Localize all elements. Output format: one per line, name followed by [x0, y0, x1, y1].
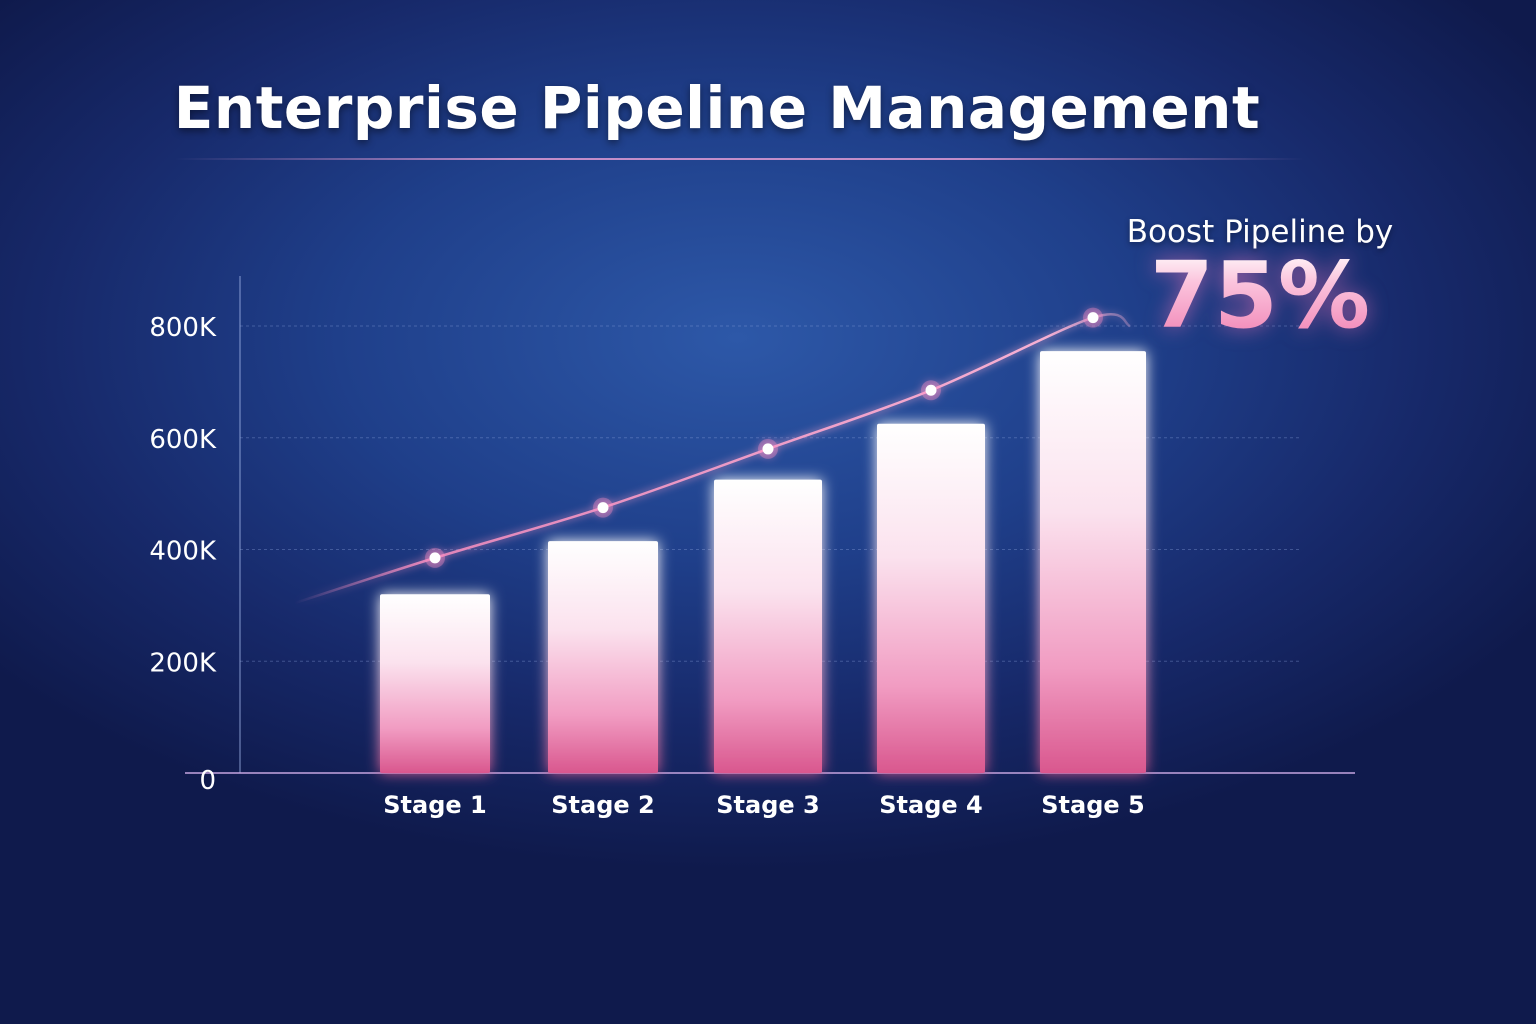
- trend-point: [925, 384, 937, 396]
- y-tick-label: 800K: [149, 313, 217, 343]
- trend-point: [1087, 312, 1099, 324]
- trend-line-group: [294, 307, 1131, 605]
- x-tick-labels: Stage 1 Stage 2 Stage 3 Stage 4 Stage 5: [383, 791, 1144, 819]
- bars: [380, 351, 1146, 773]
- callout-label: Boost Pipeline by: [1126, 214, 1394, 250]
- y-tick-labels: 0 200K 400K 600K 800K: [149, 313, 217, 796]
- trend-point: [429, 552, 441, 564]
- x-tick-label: Stage 3: [716, 791, 819, 819]
- x-tick-label: Stage 4: [879, 791, 982, 819]
- x-tick-label: Stage 1: [383, 791, 486, 819]
- bar-5: [1040, 351, 1146, 773]
- x-tick-label: Stage 5: [1041, 791, 1144, 819]
- trend-point: [762, 443, 774, 455]
- y-tick-label: 200K: [149, 648, 217, 678]
- bar-3: [714, 479, 822, 773]
- chart-title: Enterprise Pipeline Management: [173, 74, 1261, 142]
- callout-value: 75%: [1100, 247, 1420, 345]
- bar-2: [548, 541, 658, 773]
- y-tick-label: 600K: [149, 425, 217, 455]
- trend-line: [294, 312, 1131, 605]
- title-divider: [175, 158, 1305, 160]
- bar-4: [877, 423, 985, 773]
- bar-1: [380, 594, 490, 773]
- x-tick-label: Stage 2: [551, 791, 654, 819]
- y-tick-label: 400K: [149, 537, 217, 567]
- boost-callout: Boost Pipeline by 75%: [1100, 214, 1420, 345]
- trend-point: [597, 502, 609, 514]
- y-tick-label: 0: [199, 766, 216, 796]
